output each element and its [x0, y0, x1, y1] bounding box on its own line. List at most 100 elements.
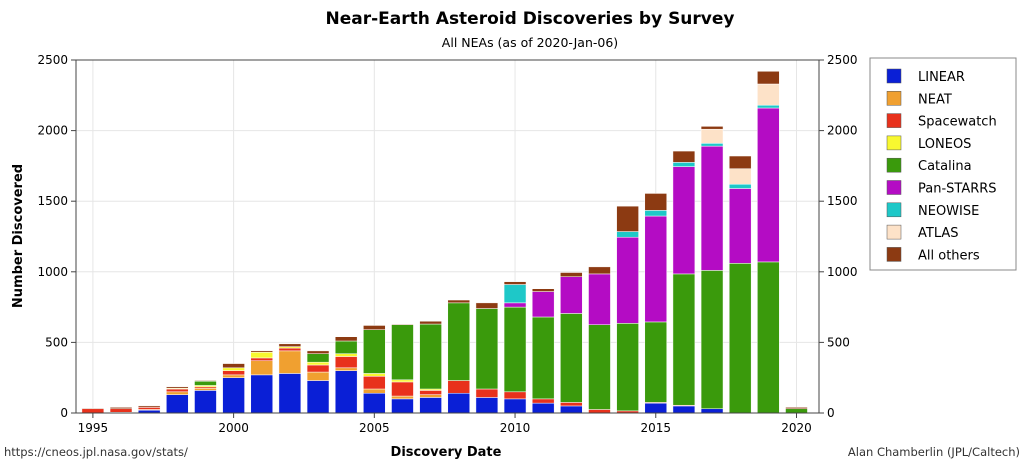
bar-pan-starrs-2015	[644, 215, 667, 323]
bar-linear-2017	[700, 408, 724, 414]
bar-catalina-2012	[560, 313, 583, 403]
bar-atlas-2017	[700, 128, 724, 144]
bar-pan-starrs-2010	[503, 302, 527, 308]
bar-spacewatch-2007	[419, 390, 442, 395]
bars	[81, 71, 808, 414]
bar-neowise-2010	[503, 284, 527, 304]
bar-neat-2004	[334, 367, 358, 371]
bar-spacewatch-1998	[166, 388, 189, 393]
bar-all-others-2004	[334, 336, 358, 342]
y-tick-label-right: 2500	[827, 53, 858, 67]
bar-spacewatch-2004	[334, 356, 358, 369]
legend-swatch-neat	[886, 91, 902, 106]
bar-spacewatch-2008	[447, 380, 470, 394]
bar-linear-2000	[222, 377, 245, 414]
x-tick-label: 2000	[218, 421, 249, 435]
bar-all-others-2010	[503, 281, 527, 285]
bar-spacewatch-2001	[250, 357, 273, 362]
legend-label-all-others: All others	[918, 248, 980, 263]
legend-swatch-spacewatch	[886, 113, 902, 128]
bar-all-others-2007	[419, 320, 442, 325]
bar-linear-2002	[278, 373, 302, 414]
legend-swatch-all-others	[886, 247, 902, 262]
bar-all-others-1997	[137, 405, 161, 408]
bar-pan-starrs-2011	[531, 291, 555, 318]
grid-lines	[76, 60, 819, 413]
bar-catalina-2007	[419, 323, 442, 390]
bar-all-others-1996	[109, 407, 133, 410]
bar-neowise-2019	[757, 104, 780, 109]
bar-all-others-2012	[560, 272, 583, 277]
bar-spacewatch-2003	[306, 364, 330, 373]
legend-swatch-linear	[886, 68, 902, 84]
bar-catalina-2005	[363, 329, 386, 374]
bar-neowise-2018	[728, 184, 752, 189]
bar-all-others-2015	[644, 193, 667, 211]
bar-spacewatch-1995	[81, 408, 105, 414]
bar-catalina-2013	[588, 324, 611, 410]
bar-catalina-2006	[391, 324, 414, 381]
legend-label-pan-starrs: Pan-STARRS	[918, 182, 997, 197]
legend-label-neowise: NEOWISE	[918, 204, 979, 219]
y-tick-label-left: 2500	[37, 53, 68, 67]
bar-linear-2004	[334, 370, 358, 414]
bar-loneos-2004	[334, 353, 358, 357]
x-tick-label: 2005	[359, 421, 390, 435]
bar-pan-starrs-2014	[616, 236, 639, 324]
bar-linear-2001	[250, 374, 273, 414]
bar-spacewatch-2000	[222, 370, 245, 376]
bar-linear-2012	[560, 405, 583, 414]
bar-all-others-2002	[278, 343, 302, 347]
bar-neat-2001	[250, 360, 273, 376]
bar-loneos-2006	[391, 379, 414, 383]
legend-label-loneos: LONEOS	[918, 137, 971, 152]
bar-loneos-2003	[306, 361, 330, 366]
bar-all-others-2011	[531, 288, 555, 292]
y-tick-label-left: 500	[45, 335, 68, 349]
bar-catalina-2017	[700, 270, 724, 410]
bar-linear-1999	[194, 390, 217, 414]
bar-spacewatch-1997	[137, 407, 161, 410]
y-axis-right: 0 500 1000 1500 2000 2500	[819, 53, 858, 420]
bar-spacewatch-2012	[560, 402, 583, 407]
legend-swatch-pan-starrs	[886, 180, 902, 195]
bar-loneos-2000	[222, 367, 245, 371]
bar-all-others-2008	[447, 299, 470, 304]
y-axis-label: Number Discovered	[11, 164, 26, 308]
bar-catalina-2010	[503, 306, 527, 393]
x-tick-label: 2015	[640, 421, 671, 435]
x-axis-label: Discovery Date	[391, 445, 502, 460]
legend-swatch-neowise	[886, 202, 902, 218]
bar-linear-2011	[531, 402, 555, 414]
bar-all-others-1998	[166, 386, 189, 389]
chart-title: Near-Earth Asteroid Discoveries by Surve…	[326, 9, 735, 29]
y-tick-label-left: 1000	[37, 265, 68, 279]
bar-neat-2005	[363, 388, 386, 394]
bar-linear-2016	[672, 405, 696, 414]
bar-catalina-2015	[644, 321, 667, 403]
bar-catalina-2003	[306, 353, 330, 363]
y-tick-label-right: 1000	[827, 265, 858, 279]
bar-linear-2010	[503, 398, 527, 414]
bar-neowise-2014	[616, 231, 639, 238]
bar-all-others-2000	[222, 363, 245, 369]
bar-linear-1998	[166, 394, 189, 414]
bar-pan-starrs-2016	[672, 166, 696, 275]
x-tick-label: 2010	[500, 421, 531, 435]
bar-catalina-2019	[757, 261, 780, 414]
bar-spacewatch-2011	[531, 398, 555, 404]
x-tick-label: 2020	[781, 421, 812, 435]
bar-pan-starrs-2017	[700, 145, 724, 271]
y-tick-label-left: 1500	[37, 194, 68, 208]
bar-atlas-2019	[757, 83, 780, 106]
bar-pan-starrs-2013	[588, 273, 611, 325]
bar-spacewatch-2002	[278, 347, 302, 352]
bar-all-others-2019	[757, 71, 780, 85]
bar-pan-starrs-2018	[728, 188, 752, 264]
bar-neowise-2017	[700, 143, 724, 147]
bar-all-others-2009	[475, 302, 499, 309]
bar-catalina-2020	[785, 408, 808, 414]
bar-spacewatch-2005	[363, 376, 386, 390]
bar-all-others-2014	[616, 205, 639, 232]
